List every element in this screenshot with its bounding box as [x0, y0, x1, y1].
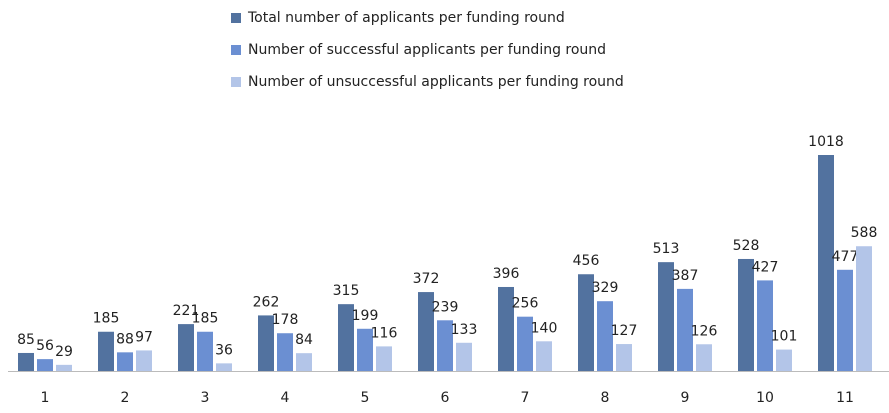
data-label: 133	[451, 322, 478, 338]
bar	[258, 315, 274, 371]
data-label: 329	[592, 280, 619, 296]
bar	[197, 331, 213, 371]
bar	[456, 342, 472, 371]
legend-label: Total number of applicants per funding r…	[247, 10, 565, 26]
data-label: 262	[253, 294, 280, 310]
x-tick-label: 3	[201, 390, 210, 406]
data-label: 29	[55, 344, 73, 360]
legend-swatch	[231, 13, 241, 23]
bar	[776, 349, 792, 371]
data-label: 84	[295, 332, 313, 348]
bar	[517, 316, 533, 371]
data-label: 185	[93, 311, 120, 327]
data-label: 178	[272, 312, 299, 328]
bar	[837, 269, 853, 371]
bar	[117, 352, 133, 371]
x-tick-label: 6	[441, 390, 450, 406]
data-label: 1018	[808, 134, 844, 150]
legend-swatch	[231, 77, 241, 87]
data-label: 185	[192, 311, 219, 327]
x-tick-label: 8	[601, 390, 610, 406]
bar	[578, 274, 594, 371]
data-label: 221	[173, 303, 200, 319]
bar	[98, 331, 114, 371]
bar	[616, 344, 632, 371]
data-label: 140	[531, 320, 558, 336]
x-tick-label: 9	[681, 390, 690, 406]
x-tick-label: 10	[756, 390, 774, 406]
data-label: 387	[672, 268, 699, 284]
bar	[437, 320, 453, 371]
data-label: 126	[691, 323, 718, 339]
data-label: 127	[611, 323, 638, 339]
x-tick-label: 7	[521, 390, 530, 406]
data-label: 372	[413, 271, 440, 287]
data-label: 456	[573, 253, 600, 269]
data-label: 528	[733, 238, 760, 254]
bar	[738, 258, 754, 371]
bar	[216, 363, 232, 371]
data-label: 513	[653, 241, 680, 257]
bar	[37, 359, 53, 371]
data-label: 88	[116, 331, 134, 347]
bar	[677, 288, 693, 371]
data-label: 239	[432, 299, 459, 315]
data-label: 116	[371, 325, 398, 341]
data-label: 396	[493, 266, 520, 282]
legend-label: Number of successful applicants per fund…	[248, 42, 606, 58]
data-label: 85	[17, 332, 35, 348]
x-tick-label: 1	[41, 390, 50, 406]
x-tick-label: 4	[281, 390, 290, 406]
bar	[136, 350, 152, 371]
bar	[376, 346, 392, 371]
data-label: 36	[215, 342, 233, 358]
bar	[498, 286, 514, 371]
bar	[277, 333, 293, 371]
data-label: 199	[352, 308, 379, 324]
legend-label: Number of unsuccessful applicants per fu…	[248, 74, 624, 90]
bar	[696, 344, 712, 371]
legend-swatch	[231, 45, 241, 55]
data-label: 256	[512, 296, 539, 312]
x-tick-label: 2	[121, 390, 130, 406]
x-tick-label: 11	[836, 390, 854, 406]
bar	[178, 324, 194, 371]
bar	[597, 301, 613, 371]
bar	[418, 292, 434, 371]
x-tick-label: 5	[361, 390, 370, 406]
bar	[296, 353, 312, 371]
data-label: 315	[333, 283, 360, 299]
data-label: 97	[135, 329, 153, 345]
bar	[338, 304, 354, 371]
bar	[536, 341, 552, 371]
bar	[818, 155, 834, 371]
bar	[856, 246, 872, 371]
data-label: 477	[832, 249, 859, 265]
data-label: 588	[851, 225, 878, 241]
bar	[18, 352, 34, 371]
bar	[56, 364, 72, 371]
bar	[757, 280, 773, 371]
data-label: 101	[771, 329, 798, 345]
data-label: 56	[36, 338, 54, 354]
data-label: 427	[752, 259, 779, 275]
bar	[658, 262, 674, 371]
bar	[357, 328, 373, 371]
